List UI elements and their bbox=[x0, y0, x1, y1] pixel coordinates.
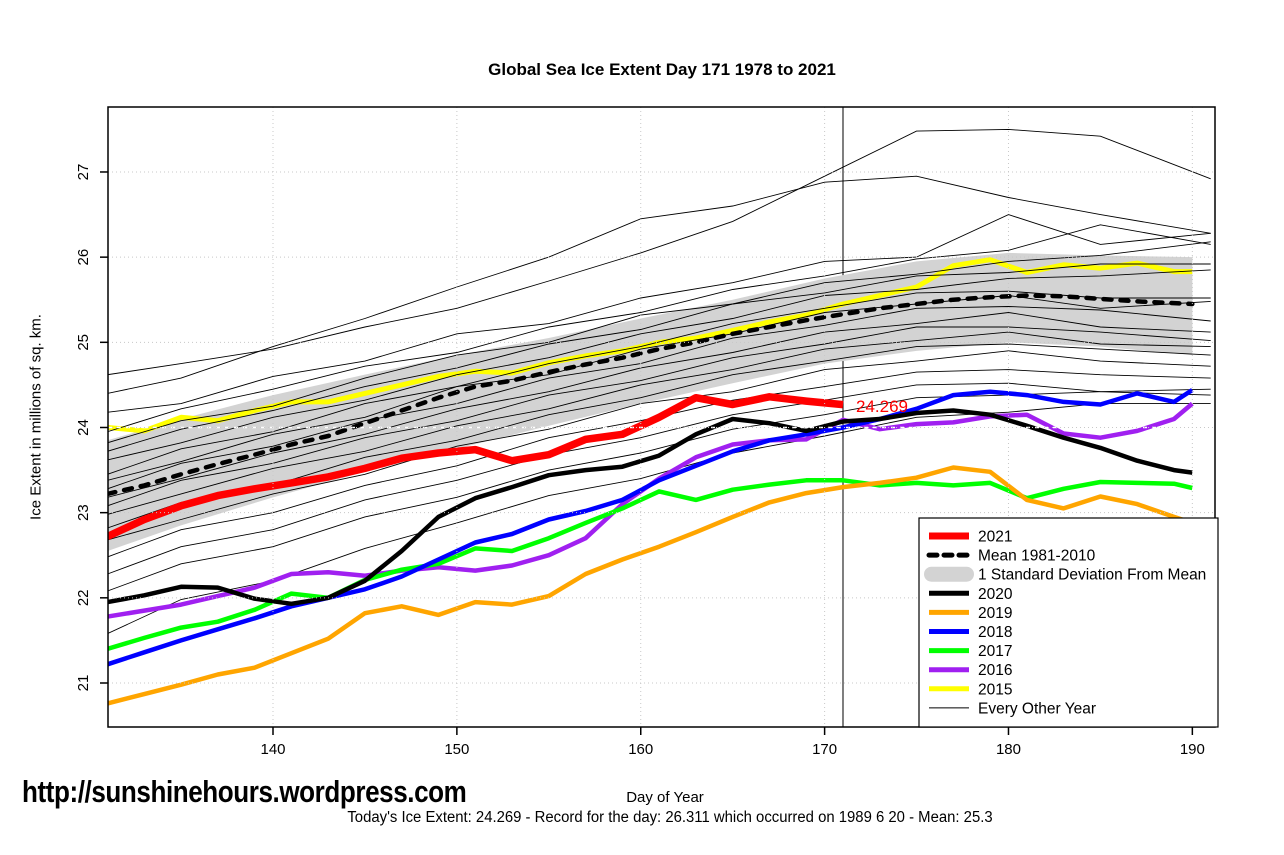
legend-label: Every Other Year bbox=[978, 700, 1096, 717]
y-tick-label: 23 bbox=[75, 504, 92, 521]
axis-ticks: 140 150 160 170 180 190 21 22 23 24 25 26 27 bbox=[75, 164, 1205, 758]
series-2020-line bbox=[108, 408, 1193, 607]
legend-label: 2021 bbox=[978, 529, 1012, 546]
legend-entry-mean-1981-2010: Mean 1981-2010 bbox=[926, 548, 1096, 565]
footer-note: Today's Ice Extent: 24.269 - Record for … bbox=[347, 809, 993, 826]
legend-label: 2017 bbox=[978, 643, 1012, 660]
x-tick-label: 180 bbox=[996, 741, 1021, 758]
legend-entry-2017: 2017 bbox=[929, 643, 1012, 660]
every-other-year-line bbox=[108, 331, 1211, 515]
y-tick-label: 24 bbox=[75, 419, 92, 436]
legend-label: Mean 1981-2010 bbox=[978, 548, 1096, 565]
current-value-label: 24.269 bbox=[856, 397, 908, 416]
series-2018-line bbox=[108, 388, 1194, 667]
y-tick-label: 27 bbox=[75, 164, 92, 181]
legend-label: 2018 bbox=[978, 624, 1012, 641]
y-tick-label: 26 bbox=[75, 249, 92, 266]
series-mean-1981-2010-line bbox=[108, 293, 1195, 497]
x-tick-label: 150 bbox=[444, 741, 469, 758]
legend: 2021 Mean 1981-2010 1 Standard Deviation F… bbox=[918, 517, 1219, 728]
x-axis-label: Day of Year bbox=[626, 789, 704, 806]
y-axis-label: Ice Extent in millions of sq. km. bbox=[27, 314, 45, 520]
legend-box bbox=[918, 517, 1219, 728]
legend-entry-2020: 2020 bbox=[929, 586, 1013, 603]
every-other-year-line bbox=[108, 128, 1211, 376]
legend-swatch bbox=[924, 566, 974, 582]
plot-border bbox=[107, 106, 1216, 728]
y-tick-label: 22 bbox=[75, 589, 92, 606]
every-other-year-line bbox=[108, 214, 1211, 413]
x-tick-label: 140 bbox=[260, 741, 285, 758]
every-other-year-line bbox=[108, 263, 1211, 452]
series-2021-line bbox=[108, 393, 844, 540]
std-deviation-band bbox=[108, 252, 1193, 551]
legend-entry-2021: 2021 bbox=[929, 529, 1012, 546]
every-other-year-line bbox=[108, 269, 1211, 461]
x-tick-label: 170 bbox=[812, 741, 837, 758]
legend-entry-2016: 2016 bbox=[929, 662, 1012, 679]
every-other-year-line bbox=[108, 224, 1211, 433]
x-tick-label: 160 bbox=[628, 741, 653, 758]
legend-entry-1-standard-deviation-from-mean: 1 Standard Deviation From Mean bbox=[924, 566, 1206, 584]
legend-entry-2015: 2015 bbox=[929, 681, 1012, 698]
legend-label: 2019 bbox=[978, 605, 1012, 622]
legend-label: 2020 bbox=[978, 586, 1013, 603]
x-tick-label: 190 bbox=[1180, 741, 1205, 758]
series-2019-line bbox=[108, 465, 1194, 706]
chart-title: Global Sea Ice Extent Day 171 1978 to 20… bbox=[488, 60, 836, 79]
legend-entry-2019: 2019 bbox=[929, 605, 1012, 622]
legend-entry-every-other-year: Every Other Year bbox=[929, 700, 1096, 717]
legend-entry-2018: 2018 bbox=[929, 624, 1012, 641]
every-other-year-line bbox=[108, 175, 1211, 394]
y-tick-label: 25 bbox=[75, 334, 92, 351]
watermark-url: http://sunshinehours.wordpress.com bbox=[22, 774, 467, 809]
legend-label: 2016 bbox=[978, 662, 1012, 679]
legend-label: 2015 bbox=[978, 681, 1012, 698]
legend-label: 1 Standard Deviation From Mean bbox=[978, 567, 1206, 584]
y-tick-label: 21 bbox=[75, 675, 92, 692]
